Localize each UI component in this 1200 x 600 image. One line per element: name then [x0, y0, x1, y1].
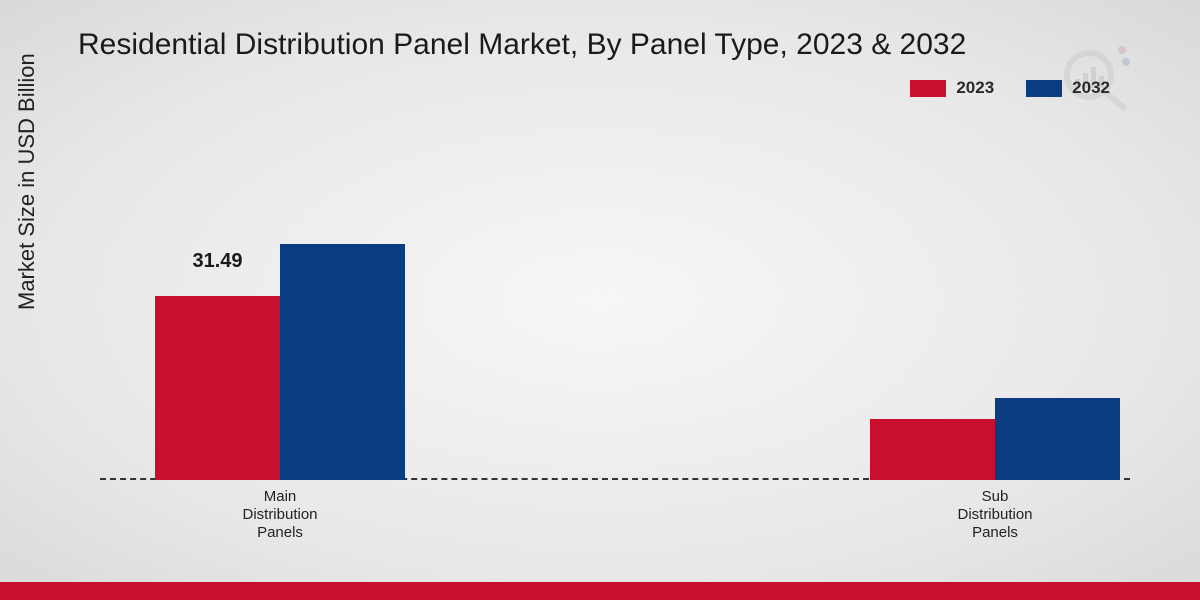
bar-main-2023 — [155, 296, 280, 480]
category-label-sub: Sub Distribution Panels — [915, 488, 1075, 542]
bar-sub-2032 — [995, 398, 1120, 480]
bar-sub-2023 — [870, 419, 995, 480]
legend-item-2032: 2032 — [1026, 78, 1110, 98]
legend-label-2032: 2032 — [1072, 78, 1110, 98]
legend-swatch-2023 — [910, 80, 946, 97]
chart-container: Residential Distribution Panel Market, B… — [0, 0, 1200, 600]
category-label-main: Main Distribution Panels — [200, 488, 360, 542]
bar-main-2032 — [280, 244, 405, 480]
plot-area: 31.49 Main Distribution Panels Sub Distr… — [100, 130, 1130, 480]
legend: 2023 2032 — [910, 78, 1110, 98]
legend-label-2023: 2023 — [956, 78, 994, 98]
footer-accent-bar — [0, 582, 1200, 600]
chart-title: Residential Distribution Panel Market, B… — [78, 28, 966, 62]
legend-item-2023: 2023 — [910, 78, 994, 98]
bar-label-main-2023: 31.49 — [192, 250, 242, 273]
y-axis-label: Market Size in USD Billion — [14, 53, 40, 310]
legend-swatch-2032 — [1026, 80, 1062, 97]
